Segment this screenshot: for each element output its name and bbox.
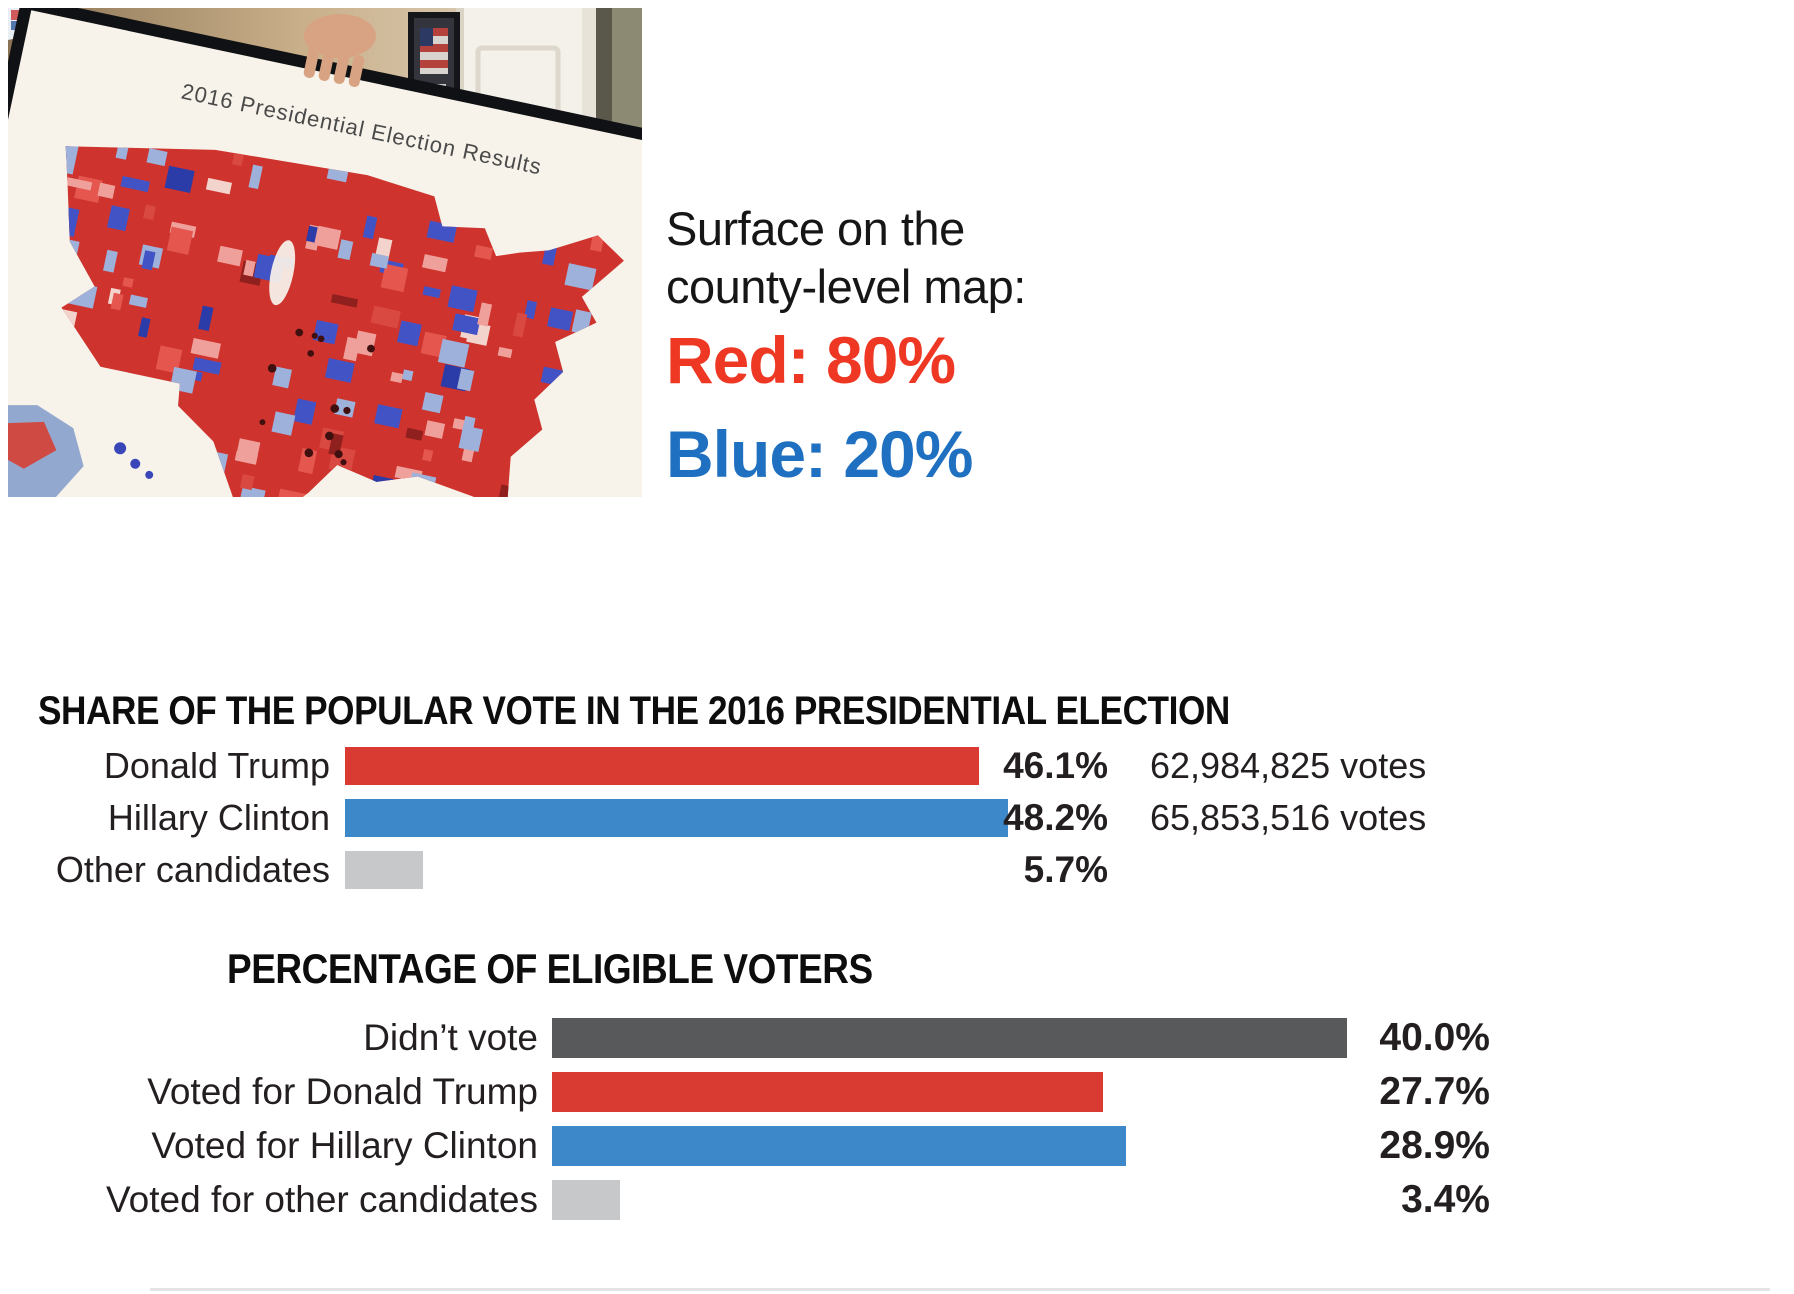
bar-label: Other candidates bbox=[55, 849, 330, 890]
bar bbox=[345, 851, 423, 889]
bar bbox=[552, 1072, 1103, 1112]
us-flag-icon bbox=[420, 28, 448, 74]
bar-value: 46.1% bbox=[1003, 745, 1108, 786]
bar-value: 28.9% bbox=[1379, 1124, 1490, 1167]
bar bbox=[552, 1180, 620, 1220]
bar-votes: 62,984,825 votes bbox=[1150, 745, 1427, 786]
election-map-photo: 2016 Presidential Election Results bbox=[8, 8, 642, 497]
bottom-divider bbox=[150, 1288, 1770, 1291]
bar-label: Voted for other candidates bbox=[106, 1179, 538, 1220]
bar bbox=[345, 799, 1008, 837]
bar bbox=[552, 1126, 1126, 1166]
bar bbox=[552, 1018, 1347, 1058]
bar-label: Hillary Clinton bbox=[107, 797, 330, 838]
bar-value: 5.7% bbox=[1023, 849, 1108, 890]
bar-label: Voted for Donald Trump bbox=[147, 1071, 538, 1112]
blue-share-label: Blue: 20% bbox=[666, 417, 973, 491]
red-share-label: Red: 80% bbox=[666, 323, 956, 397]
bar-value: 48.2% bbox=[1003, 797, 1108, 838]
bar-value: 3.4% bbox=[1401, 1178, 1490, 1221]
hawaii bbox=[114, 442, 154, 479]
bar-label: Voted for Hillary Clinton bbox=[151, 1125, 538, 1166]
bar-value: 40.0% bbox=[1379, 1016, 1490, 1059]
election-map-photo-svg: 2016 Presidential Election Results bbox=[8, 8, 642, 497]
bar-label: Donald Trump bbox=[103, 745, 330, 786]
eligible-voters-chart-title: PERCENTAGE OF ELIGIBLE VOTERS bbox=[227, 945, 873, 992]
framed-poster: 2016 Presidential Election Results bbox=[8, 8, 642, 497]
annotation-line-1: Surface on the bbox=[666, 202, 965, 255]
bar bbox=[345, 747, 979, 785]
popular-vote-chart-title: SHARE OF THE POPULAR VOTE IN THE 2016 PR… bbox=[38, 689, 1230, 733]
annotation-line-2: county-level map: bbox=[666, 260, 1026, 313]
hand-icon bbox=[303, 14, 376, 87]
bar-votes: 65,853,516 votes bbox=[1150, 797, 1427, 838]
bar-label: Didn’t vote bbox=[363, 1017, 538, 1058]
alaska bbox=[8, 405, 84, 497]
bar-value: 27.7% bbox=[1379, 1070, 1490, 1113]
